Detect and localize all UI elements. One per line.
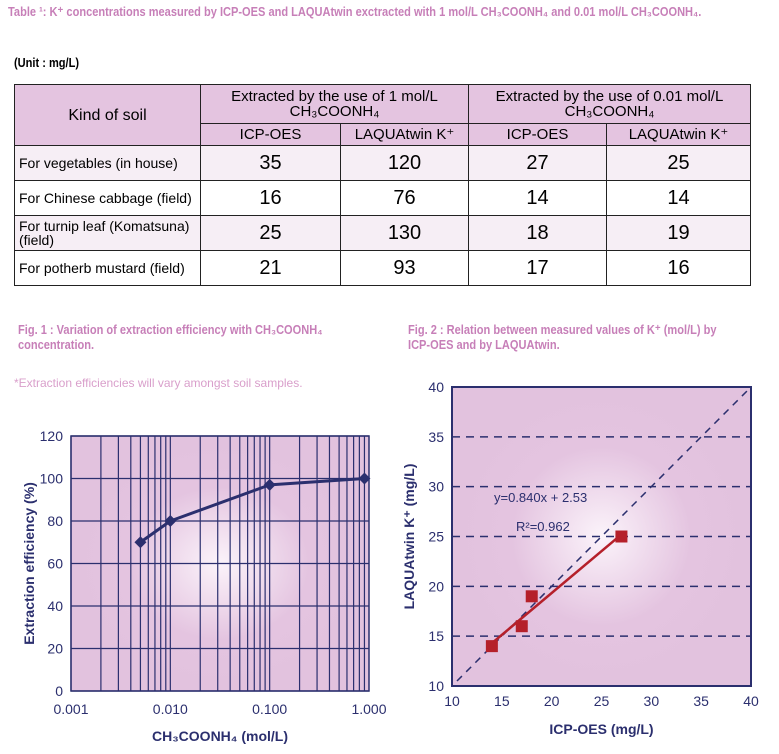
fig1-data-point bbox=[358, 472, 371, 485]
fig2-ytick: 10 bbox=[428, 678, 444, 694]
fig2-ytick: 35 bbox=[428, 429, 444, 445]
fig2-xtick: 30 bbox=[644, 693, 660, 709]
fig1-xtick: 0.010 bbox=[153, 701, 188, 717]
subheader: LAQUAtwin K⁺ bbox=[606, 123, 751, 146]
fig2-xtick: 20 bbox=[544, 693, 560, 709]
value-cell: 16 bbox=[606, 250, 751, 286]
fig1-xlabel: CH₃COONH₄ (mol/L) bbox=[152, 728, 288, 744]
fig2-xtick: 40 bbox=[743, 693, 759, 709]
fig1-series-line bbox=[139, 477, 365, 544]
value-cell: 17 bbox=[468, 250, 607, 286]
fig2-xtick: 35 bbox=[693, 693, 709, 709]
fig1-ytick: 40 bbox=[47, 598, 63, 614]
fig2-frame bbox=[451, 386, 752, 687]
fig2-xtick: 15 bbox=[494, 693, 510, 709]
fig1-xtick: 0.100 bbox=[252, 701, 287, 717]
value-cell: 93 bbox=[340, 250, 469, 286]
value-cell: 18 bbox=[468, 215, 607, 251]
unit-label: (Unit : mg/L) bbox=[14, 55, 80, 70]
header-group2: Extracted by the use of 0.01 mol/L CH₃CO… bbox=[468, 84, 751, 124]
fig1-data-point bbox=[164, 515, 177, 527]
value-cell: 27 bbox=[468, 145, 607, 181]
fig2-data-point bbox=[525, 590, 538, 603]
fig2-xtick: 25 bbox=[594, 693, 610, 709]
fig2-ylabel: LAQUAtwin K⁺ (mg/L) bbox=[401, 464, 417, 610]
fig1-frame bbox=[70, 435, 370, 692]
fig1-ytick: 0 bbox=[55, 683, 63, 699]
value-cell: 130 bbox=[340, 215, 469, 251]
fig2-equation: y=0.840x + 2.53 bbox=[494, 490, 587, 505]
fig2-xlabel: ICP-OES (mg/L) bbox=[549, 721, 653, 737]
fig1-ytick: 20 bbox=[47, 641, 63, 657]
fig2-data-point bbox=[515, 620, 528, 633]
fig2-xtick: 10 bbox=[444, 693, 460, 709]
value-cell: 21 bbox=[200, 250, 341, 286]
soil-kind: For Chinese cabbage (field) bbox=[14, 180, 201, 216]
fig2-ytick: 40 bbox=[428, 379, 444, 395]
fig2-ytick: 20 bbox=[428, 578, 444, 594]
subheader: LAQUAtwin K⁺ bbox=[340, 123, 469, 146]
fig1-xtick: 1.000 bbox=[351, 701, 386, 717]
soil-kind: For vegetables (in house) bbox=[14, 145, 201, 181]
value-cell: 76 bbox=[340, 180, 469, 216]
value-cell: 14 bbox=[606, 180, 751, 216]
table-row: For Chinese cabbage (field) 16 76 14 14 bbox=[14, 180, 751, 216]
fig1-ylabel: Extraction efficiency (%) bbox=[21, 482, 37, 645]
fig1-ytick: 80 bbox=[47, 513, 63, 529]
header-kind: Kind of soil bbox=[14, 84, 201, 146]
value-cell: 25 bbox=[606, 145, 751, 181]
fig1-ytick: 60 bbox=[47, 556, 63, 572]
fig2-ytick: 15 bbox=[428, 628, 444, 644]
table-caption: Table ¹: K⁺ concentrations measured by I… bbox=[8, 4, 702, 19]
value-cell: 14 bbox=[468, 180, 607, 216]
subheader: ICP-OES bbox=[200, 123, 341, 146]
fig2-data-point bbox=[485, 640, 498, 653]
fig1-caption: Fig. 1 : Variation of extraction efficie… bbox=[18, 322, 323, 352]
fig2-ytick: 25 bbox=[428, 529, 444, 545]
fig2-r-squared: R²=0.962 bbox=[516, 519, 570, 534]
fig1-ytick: 120 bbox=[40, 428, 64, 444]
value-cell: 35 bbox=[200, 145, 341, 181]
fig2-regression-line bbox=[491, 533, 623, 645]
fig1-data-point bbox=[134, 536, 147, 549]
fig2-caption: Fig. 2 : Relation between measured value… bbox=[408, 322, 717, 352]
subheader: ICP-OES bbox=[468, 123, 607, 146]
soil-kind: For potherb mustard (field) bbox=[14, 250, 201, 286]
header-group1: Extracted by the use of 1 mol/L CH₃COONH… bbox=[200, 84, 469, 124]
fig2-data-point bbox=[615, 530, 628, 543]
fig1-ytick: 100 bbox=[40, 471, 64, 487]
table-row: For vegetables (in house) 35 120 27 25 bbox=[14, 145, 751, 181]
fig1-xtick: 0.001 bbox=[53, 701, 88, 717]
table-row: For potherb mustard (field) 21 93 17 16 bbox=[14, 250, 751, 286]
fig2-ytick: 30 bbox=[428, 479, 444, 495]
fig1-note: *Extraction efficiencies will vary among… bbox=[14, 376, 303, 390]
fig1-data-point bbox=[263, 478, 276, 491]
value-cell: 120 bbox=[340, 145, 469, 181]
data-table: Kind of soil Extracted by the use of 1 m… bbox=[14, 84, 751, 286]
